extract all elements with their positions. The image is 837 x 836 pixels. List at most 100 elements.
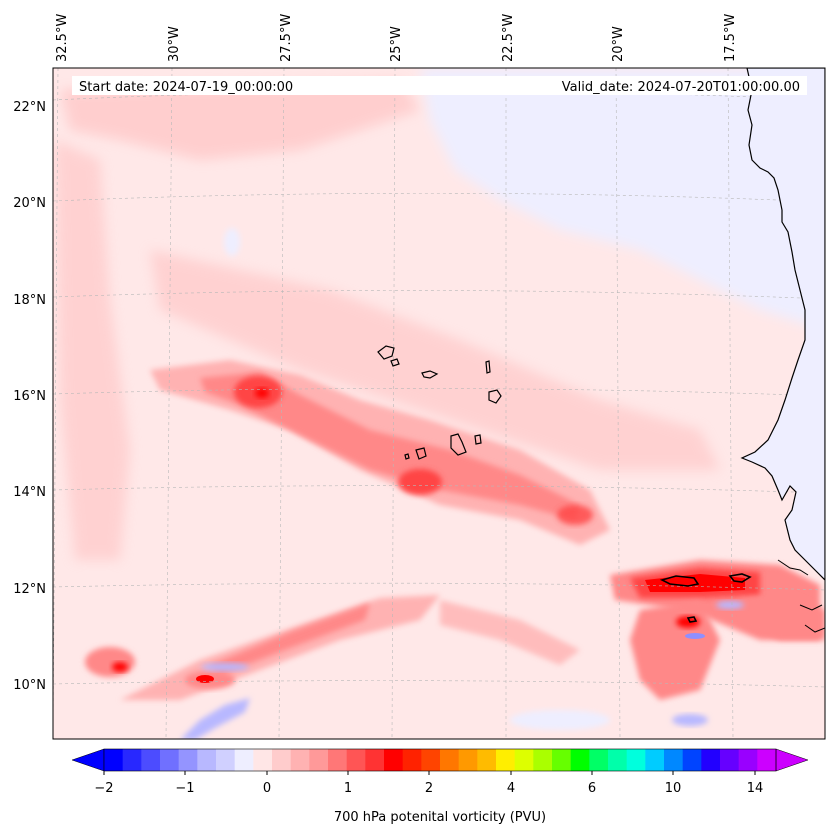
lat-label: 18°N bbox=[13, 293, 46, 308]
pv-band-south-tail bbox=[440, 600, 580, 665]
colorbar-segment bbox=[384, 749, 404, 771]
colorbar-under-arrow bbox=[71, 748, 105, 772]
colorbar-segment bbox=[514, 749, 534, 771]
pv-core-southwest-b-max bbox=[196, 675, 214, 683]
lat-label: 12°N bbox=[13, 582, 46, 597]
colorbar-segment bbox=[440, 749, 460, 771]
colorbar-tick-label: 1 bbox=[344, 781, 352, 796]
colorbar-tick-label: 2 bbox=[425, 781, 433, 796]
pv-core-southwest-a bbox=[85, 647, 135, 677]
lat-label: 16°N bbox=[13, 389, 46, 404]
pv-core-southwest-a-max bbox=[112, 662, 128, 672]
colorbar-tick-label: 0 bbox=[263, 781, 271, 796]
longitude-labels: 32.5°W 30°W 27.5°W 25°W 22.5°W 20°W 17.5… bbox=[55, 14, 738, 62]
pv-maximum-west-core bbox=[255, 388, 269, 398]
header-band bbox=[72, 76, 807, 95]
island-maio bbox=[474, 434, 482, 445]
pv-maximum-central bbox=[398, 469, 442, 495]
lon-label: 32.5°W bbox=[55, 14, 70, 62]
negative-pocket-south-f bbox=[510, 710, 610, 730]
island-santo-antao bbox=[377, 345, 395, 360]
lon-label: 30°W bbox=[167, 26, 182, 62]
negative-region-north bbox=[420, 68, 825, 330]
colorbar-segment bbox=[682, 749, 702, 771]
lat-label: 22°N bbox=[13, 100, 46, 115]
colorbar-segment bbox=[122, 749, 142, 771]
colorbar-segment bbox=[458, 749, 478, 771]
colorbar-tick-label: 14 bbox=[747, 781, 764, 796]
coastline-africa bbox=[740, 68, 825, 581]
colorbar-frame bbox=[103, 748, 777, 772]
colorbar-segment bbox=[757, 749, 777, 771]
colorbar-segment bbox=[738, 749, 758, 771]
lat-label: 14°N bbox=[13, 485, 46, 500]
pv-maximum-east bbox=[557, 505, 593, 525]
colorbar-segment bbox=[570, 749, 590, 771]
colorbar-tick-label: −2 bbox=[94, 781, 113, 796]
colorbar-segment bbox=[496, 749, 516, 771]
lat-label: 20°N bbox=[13, 196, 46, 211]
colorbar-segment bbox=[197, 749, 217, 771]
colorbar-segment bbox=[178, 749, 198, 771]
colorbar-segment bbox=[552, 749, 572, 771]
colorbar-title: 700 hPa potenital vorticity (PVU) bbox=[334, 810, 546, 825]
island-santiago bbox=[450, 433, 467, 456]
island-boa-vista bbox=[488, 389, 502, 404]
colorbar-segment bbox=[216, 749, 236, 771]
colorbar-segment bbox=[290, 749, 310, 771]
colorbar-over-arrow bbox=[775, 748, 809, 772]
coastline-detail-a bbox=[777, 559, 809, 576]
lon-label: 20°W bbox=[611, 26, 626, 62]
island-sao-vicente bbox=[390, 358, 400, 367]
lon-label: 25°W bbox=[389, 26, 404, 62]
lon-label: 22.5°W bbox=[501, 14, 516, 62]
colorbar-segment bbox=[477, 749, 497, 771]
colorbar: −2 −1 0 1 2 4 6 10 14 700 hPa potenital … bbox=[71, 748, 809, 825]
colorbar-segment bbox=[234, 749, 254, 771]
colorbar-segment bbox=[664, 749, 684, 771]
negative-pocket-south-b bbox=[201, 663, 249, 671]
negative-pocket-south-a bbox=[181, 698, 250, 739]
colorbar-segment bbox=[346, 749, 366, 771]
colorbar-segment bbox=[328, 749, 348, 771]
strong-pv-contours bbox=[659, 573, 752, 623]
colorbar-segment bbox=[533, 749, 553, 771]
pv-band-south-core bbox=[210, 603, 370, 675]
negative-pocket-south-c bbox=[685, 633, 705, 639]
pink-band-mid bbox=[150, 250, 720, 470]
colorbar-segment bbox=[309, 749, 329, 771]
pv-core-east-south-max bbox=[676, 616, 700, 628]
colorbar-segment bbox=[253, 749, 273, 771]
negative-pocket-west bbox=[224, 228, 240, 256]
graticule bbox=[53, 68, 825, 739]
coastline-detail-b bbox=[799, 604, 825, 633]
colorbar-segment bbox=[104, 749, 124, 771]
colorbar-tick-label: 4 bbox=[507, 781, 515, 796]
cape-verde-islands bbox=[377, 345, 502, 460]
colorbar-segment bbox=[645, 749, 665, 771]
colorbar-segment bbox=[701, 749, 721, 771]
negative-pocket-south-d bbox=[716, 601, 744, 609]
colorbar-segment bbox=[608, 749, 628, 771]
pink-band-north bbox=[60, 80, 420, 160]
lon-label: 27.5°W bbox=[279, 14, 294, 62]
map-frame bbox=[52, 67, 826, 740]
colorbar-tick-label: −1 bbox=[175, 781, 194, 796]
colorbar-segment bbox=[720, 749, 740, 771]
island-sal bbox=[485, 360, 491, 374]
pv-streak-core bbox=[200, 372, 580, 520]
colorbar-tick-label: 10 bbox=[665, 781, 682, 796]
lon-label: 17.5°W bbox=[723, 14, 738, 62]
pv-field: Start date: 2024-07-19_00:00:00 Valid_da… bbox=[53, 68, 825, 739]
island-brava bbox=[404, 453, 410, 460]
colorbar-ticks bbox=[103, 771, 756, 775]
valid-date-label: Valid_date: 2024-07-20T01:00:00.00 bbox=[562, 80, 800, 95]
negative-pocket-south-e bbox=[672, 714, 708, 726]
colorbar-segment bbox=[421, 749, 441, 771]
latitude-labels: 22°N 20°N 18°N 16°N 14°N 12°N 10°N bbox=[13, 100, 46, 693]
colorbar-segment bbox=[365, 749, 385, 771]
island-fogo bbox=[415, 447, 427, 460]
colorbar-segment bbox=[272, 749, 292, 771]
pink-band-west bbox=[55, 140, 130, 560]
